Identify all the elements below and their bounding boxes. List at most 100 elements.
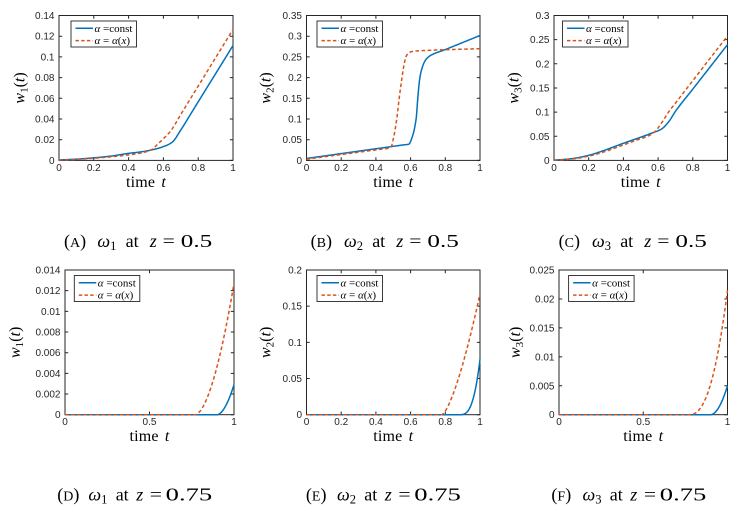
svg-text:0: 0 xyxy=(549,410,555,421)
svg-text:α =const: α =const xyxy=(586,23,624,35)
svg-text:at: at xyxy=(372,231,385,251)
svg-text:0.4: 0.4 xyxy=(369,417,383,428)
svg-text:z: z xyxy=(643,231,651,251)
svg-text:0.005: 0.005 xyxy=(529,381,554,392)
svg-text:time t: time t xyxy=(373,174,413,191)
svg-text:0.014: 0.014 xyxy=(35,266,60,277)
svg-text:z: z xyxy=(395,231,403,251)
svg-text:0.15: 0.15 xyxy=(283,302,303,313)
svg-text:w2(t): w2(t) xyxy=(258,327,277,358)
svg-text:0.5: 0.5 xyxy=(143,417,157,428)
svg-text:0.75: 0.75 xyxy=(660,485,707,505)
svg-text:0.1: 0.1 xyxy=(288,338,302,349)
svg-text:0.01: 0.01 xyxy=(41,307,61,318)
svg-text:0.3: 0.3 xyxy=(288,32,302,43)
svg-text:=: = xyxy=(150,485,162,505)
svg-text:0.025: 0.025 xyxy=(529,266,554,277)
svg-text:0.02: 0.02 xyxy=(35,135,55,146)
svg-text:0.2: 0.2 xyxy=(334,417,348,428)
svg-text:0: 0 xyxy=(304,163,310,174)
svg-text:0.6: 0.6 xyxy=(156,163,170,174)
svg-text:0.008: 0.008 xyxy=(35,328,60,339)
svg-text:ω3: ω3 xyxy=(583,485,602,507)
svg-text:α =const: α =const xyxy=(341,23,379,35)
svg-text:α =const: α =const xyxy=(341,277,379,289)
svg-text:ω2: ω2 xyxy=(337,485,356,507)
svg-text:0.4: 0.4 xyxy=(369,163,383,174)
svg-text:0.2: 0.2 xyxy=(536,59,550,70)
svg-text:0.002: 0.002 xyxy=(35,390,60,401)
svg-text:0.25: 0.25 xyxy=(530,35,550,46)
svg-text:time t: time t xyxy=(126,174,166,191)
svg-text:0.1: 0.1 xyxy=(536,108,550,119)
svg-text:0.012: 0.012 xyxy=(35,286,60,297)
svg-text:=: = xyxy=(398,485,410,505)
svg-text:0: 0 xyxy=(56,163,62,174)
svg-text:0.06: 0.06 xyxy=(35,94,55,105)
svg-text:w3(t): w3(t) xyxy=(506,72,525,103)
svg-text:z: z xyxy=(135,485,143,505)
svg-text:α = α(x): α = α(x) xyxy=(341,290,377,302)
svg-text:0.015: 0.015 xyxy=(529,323,554,334)
svg-text:0.6: 0.6 xyxy=(404,417,418,428)
svg-text:0.2: 0.2 xyxy=(334,163,348,174)
svg-text:0.8: 0.8 xyxy=(686,163,700,174)
svg-text:z: z xyxy=(629,485,637,505)
svg-text:1: 1 xyxy=(231,417,237,428)
svg-text:=: = xyxy=(163,231,175,251)
svg-text:0.75: 0.75 xyxy=(414,485,461,505)
svg-text:0.2: 0.2 xyxy=(87,163,101,174)
svg-text:0: 0 xyxy=(296,156,302,167)
svg-text:0.75: 0.75 xyxy=(166,485,213,505)
svg-text:0.1: 0.1 xyxy=(288,115,302,126)
svg-text:α =const: α =const xyxy=(98,277,136,289)
svg-text:0: 0 xyxy=(55,410,61,421)
svg-text:α = α(x): α = α(x) xyxy=(341,35,377,47)
svg-text:0: 0 xyxy=(551,163,557,174)
svg-text:0.15: 0.15 xyxy=(283,94,303,105)
svg-text:0.2: 0.2 xyxy=(288,266,302,277)
svg-text:(C): (C) xyxy=(559,231,580,252)
svg-text:1: 1 xyxy=(725,417,731,428)
svg-text:0.5: 0.5 xyxy=(427,231,458,251)
svg-text:α =const: α =const xyxy=(95,23,133,35)
svg-text:z: z xyxy=(384,485,392,505)
svg-text:w2(t): w2(t) xyxy=(258,72,277,103)
svg-text:0.004: 0.004 xyxy=(35,369,60,380)
svg-text:0.6: 0.6 xyxy=(651,163,665,174)
svg-text:0.2: 0.2 xyxy=(288,73,302,84)
svg-text:0.4: 0.4 xyxy=(122,163,136,174)
svg-text:0.8: 0.8 xyxy=(191,163,205,174)
svg-text:=: = xyxy=(644,485,656,505)
svg-text:0.2: 0.2 xyxy=(582,163,596,174)
svg-text:at: at xyxy=(364,485,377,505)
svg-text:1: 1 xyxy=(477,163,483,174)
svg-text:0: 0 xyxy=(296,410,302,421)
svg-text:α = α(x): α = α(x) xyxy=(592,290,628,302)
svg-text:0.12: 0.12 xyxy=(35,32,55,43)
svg-text:ω2: ω2 xyxy=(344,231,363,253)
svg-text:w3(t): w3(t) xyxy=(507,327,526,358)
svg-text:0.02: 0.02 xyxy=(535,294,555,305)
svg-text:0.6: 0.6 xyxy=(404,163,418,174)
svg-text:at: at xyxy=(126,231,139,251)
svg-text:time t: time t xyxy=(129,428,169,445)
svg-text:0: 0 xyxy=(556,417,562,428)
svg-text:at: at xyxy=(620,231,633,251)
svg-text:(A): (A) xyxy=(64,231,86,252)
svg-text:=: = xyxy=(409,231,421,251)
svg-text:ω1: ω1 xyxy=(88,485,107,507)
svg-text:0.25: 0.25 xyxy=(283,52,303,63)
svg-text:0.8: 0.8 xyxy=(438,163,452,174)
svg-text:0.006: 0.006 xyxy=(35,348,60,359)
svg-text:ω3: ω3 xyxy=(592,231,611,253)
svg-text:(E): (E) xyxy=(306,485,327,506)
svg-text:0.5: 0.5 xyxy=(675,231,706,251)
svg-text:(B): (B) xyxy=(311,231,332,252)
svg-text:α = α(x): α = α(x) xyxy=(95,35,131,47)
svg-text:0.05: 0.05 xyxy=(530,132,550,143)
svg-text:0.3: 0.3 xyxy=(536,11,550,22)
svg-text:0.5: 0.5 xyxy=(181,231,212,251)
svg-text:z: z xyxy=(149,231,157,251)
svg-text:time t: time t xyxy=(373,428,413,445)
